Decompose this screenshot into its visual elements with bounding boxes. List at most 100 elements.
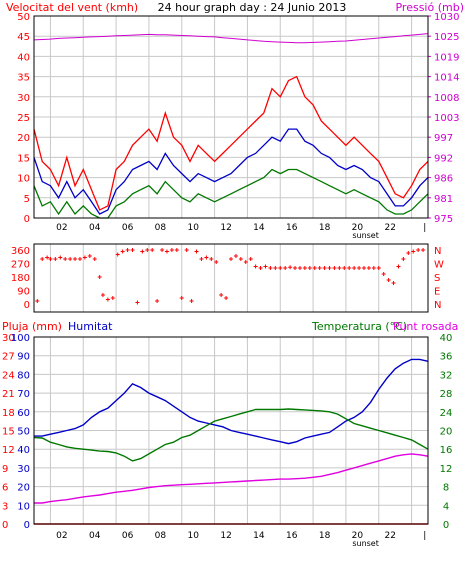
temperature-y-tick: 24 [440, 408, 453, 419]
direction-point [263, 264, 268, 269]
direction-point [352, 266, 357, 270]
wind-axis-title: Velocitat del vent (kmh) [6, 1, 138, 14]
humidity-line [34, 358, 429, 445]
direction-point [229, 257, 233, 261]
wind-y-tick: 30 [17, 93, 30, 104]
wind-y-tick: 50 [17, 12, 30, 23]
direction-y-tick: 360 [11, 246, 30, 257]
direction-point [105, 297, 110, 302]
x-tick-label: 08 [155, 531, 167, 541]
rain-y-tick: 18 [2, 408, 15, 419]
rain-y-tick: 0 [2, 520, 8, 531]
wind-y-tick: 5 [24, 194, 30, 205]
humidity-y-tick: 10 [17, 501, 30, 512]
direction-point [366, 266, 371, 270]
wind-y-tick: 10 [17, 174, 30, 185]
direction-point [238, 257, 243, 261]
temperature-y-tick: 16 [440, 445, 453, 456]
direction-point [179, 296, 184, 300]
direction-point [273, 266, 278, 270]
compass-label: S [434, 273, 440, 284]
direction-point [87, 254, 92, 258]
direction-point [35, 299, 40, 303]
direction-point [322, 266, 327, 270]
wind-y-tick: 15 [17, 153, 30, 164]
direction-point [130, 248, 135, 252]
direction-point [115, 252, 120, 257]
direction-point [411, 249, 416, 254]
pressure-y-tick: 1008 [434, 93, 459, 104]
rain-y-tick: 3 [2, 501, 8, 512]
x-tick-label: 14 [253, 223, 265, 233]
rain-y-tick: 6 [2, 483, 8, 494]
direction-point [219, 293, 224, 297]
direction-point [194, 249, 199, 254]
plot-frame [33, 15, 429, 219]
dewpoint-line [34, 453, 429, 504]
direction-point [278, 266, 283, 270]
x-tick-label: 04 [89, 531, 101, 541]
pressure-y-tick: 1030 [434, 12, 459, 23]
temperature-y-tick: 36 [440, 352, 453, 363]
temperature-y-tick: 12 [440, 464, 453, 475]
direction-point [110, 296, 115, 300]
direction-point [53, 257, 58, 261]
pressure-y-tick: 1025 [434, 32, 459, 43]
x-tick-label: | [423, 223, 426, 233]
x-tick-label: 16 [286, 531, 298, 541]
pressure-y-tick: 975 [434, 214, 453, 225]
temperature-y-tick: 8 [443, 483, 449, 494]
direction-point [77, 257, 82, 261]
sunset-label: sunset [352, 539, 379, 548]
plot-frame [33, 336, 429, 525]
wind-y-tick: 35 [17, 73, 30, 84]
direction-point [204, 255, 209, 260]
wind_avg-line [33, 128, 429, 215]
x-tick-label: 14 [253, 531, 265, 541]
humidity-y-tick: 60 [17, 408, 30, 419]
x-tick-label: 02 [56, 223, 67, 233]
wind-pressure-panel: 0 5 10 15 20 25 30 35 40 45 50 975 981 986 992 997 1003 1… [17, 12, 459, 240]
chart-title: 24 hour graph day : 24 Junio 2013 [158, 1, 347, 14]
direction-point [63, 257, 68, 261]
direction-point [82, 255, 87, 260]
rain-y-tick: 21 [2, 389, 15, 400]
plot-frame [33, 243, 429, 313]
direction-point [58, 255, 63, 260]
pressure-y-tick: 986 [434, 174, 453, 185]
temperature-y-tick: 32 [440, 370, 453, 381]
direction-point [174, 248, 179, 252]
compass-label: E [434, 287, 440, 298]
humidity-y-tick: 70 [17, 389, 30, 400]
direction-point [189, 299, 194, 303]
temperature-y-tick: 0 [443, 520, 449, 531]
wind-y-tick: 25 [17, 113, 30, 124]
humidity-y-tick: 80 [17, 370, 30, 381]
direction-y-tick: 180 [11, 273, 30, 284]
direction-point [288, 265, 293, 270]
compass-label: W [434, 260, 444, 271]
humidity-axis-title: Humitat [68, 320, 113, 333]
direction-point [140, 249, 145, 254]
rain-y-tick: 12 [2, 445, 15, 456]
direction-point [302, 266, 307, 270]
direction-point [199, 257, 204, 261]
wind_speed-line [33, 75, 429, 211]
direction-point [307, 266, 312, 270]
dewpoint-axis-title: Punt rosada [393, 320, 458, 333]
direction-point [293, 266, 298, 270]
rain-y-tick: 27 [2, 352, 15, 363]
direction-point [376, 266, 381, 270]
direction-point [160, 248, 165, 252]
direction-point [164, 249, 169, 254]
direction-y-tick: 270 [11, 260, 30, 271]
pressure-y-tick: 1003 [434, 113, 459, 124]
direction-point [342, 266, 347, 270]
x-tick-label: 10 [188, 223, 200, 233]
compass-label: N [434, 246, 441, 257]
direction-point [209, 257, 214, 261]
x-tick-label: 06 [122, 223, 134, 233]
direction-y-tick: 0 [24, 300, 30, 311]
